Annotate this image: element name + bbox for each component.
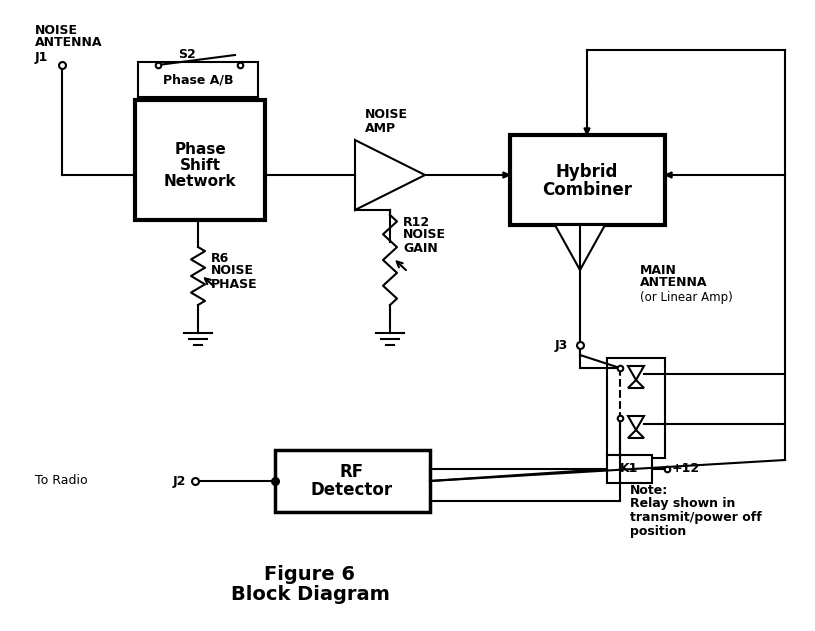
Bar bbox=[607, 358, 665, 458]
Text: Network: Network bbox=[164, 175, 236, 189]
Text: Relay shown in: Relay shown in bbox=[630, 497, 735, 510]
Text: To Radio: To Radio bbox=[35, 475, 88, 488]
Polygon shape bbox=[628, 366, 644, 380]
Polygon shape bbox=[555, 225, 605, 270]
Text: position: position bbox=[630, 526, 686, 538]
Text: Combiner: Combiner bbox=[542, 181, 632, 199]
Text: Detector: Detector bbox=[311, 481, 393, 499]
Text: R12: R12 bbox=[403, 216, 430, 228]
Polygon shape bbox=[628, 416, 644, 430]
Text: PHASE: PHASE bbox=[211, 278, 258, 290]
Text: MAIN: MAIN bbox=[640, 264, 677, 276]
Text: S2: S2 bbox=[178, 49, 196, 61]
Polygon shape bbox=[628, 380, 644, 388]
Text: Note:: Note: bbox=[630, 483, 668, 497]
Text: NOISE: NOISE bbox=[403, 228, 446, 242]
Text: Hybrid: Hybrid bbox=[556, 163, 619, 181]
Text: transmit/power off: transmit/power off bbox=[630, 512, 762, 524]
Text: J3: J3 bbox=[555, 338, 568, 351]
Text: Figure 6: Figure 6 bbox=[265, 565, 355, 584]
Text: (or Linear Amp): (or Linear Amp) bbox=[640, 292, 733, 305]
Bar bbox=[135, 100, 265, 220]
Text: AMP: AMP bbox=[365, 122, 396, 134]
Text: NOISE: NOISE bbox=[211, 264, 254, 278]
Text: Shift: Shift bbox=[179, 158, 221, 174]
Polygon shape bbox=[665, 172, 672, 178]
Bar bbox=[510, 135, 665, 225]
Text: RF: RF bbox=[340, 463, 364, 481]
Text: NOISE: NOISE bbox=[35, 23, 78, 37]
Text: Block Diagram: Block Diagram bbox=[231, 586, 390, 604]
Text: NOISE: NOISE bbox=[365, 109, 408, 122]
Polygon shape bbox=[503, 172, 510, 178]
Bar bbox=[138, 62, 258, 97]
Bar bbox=[275, 450, 430, 512]
Text: K1: K1 bbox=[620, 463, 638, 476]
Text: ANTENNA: ANTENNA bbox=[640, 276, 707, 290]
Polygon shape bbox=[584, 128, 590, 135]
Bar bbox=[607, 455, 652, 483]
Text: GAIN: GAIN bbox=[403, 242, 438, 254]
Text: ANTENNA: ANTENNA bbox=[35, 37, 103, 49]
Polygon shape bbox=[628, 430, 644, 438]
Text: J2: J2 bbox=[173, 475, 187, 488]
Text: Phase: Phase bbox=[174, 143, 226, 158]
Text: +12: +12 bbox=[672, 463, 700, 476]
Text: R6: R6 bbox=[211, 252, 229, 264]
Polygon shape bbox=[355, 140, 425, 210]
Text: Phase A/B: Phase A/B bbox=[163, 73, 233, 86]
Text: J1: J1 bbox=[35, 52, 48, 64]
